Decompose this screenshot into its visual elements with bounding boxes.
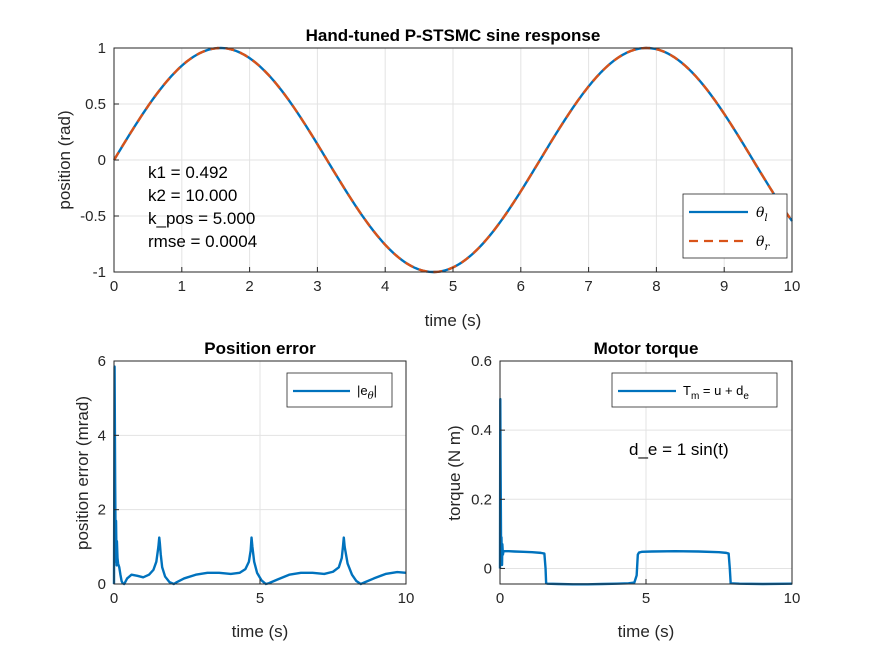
y-tick-label: 0.6 [471,353,492,370]
x-tick-label: 2 [245,278,253,295]
legend-label-torque: Tm = u + de [683,383,749,402]
response-legend-box [682,193,788,259]
y-tick-label: 0.4 [471,422,492,439]
y-tick-label: 0.2 [471,491,492,508]
x-tick-label: 4 [381,278,389,295]
x-tick-label: 6 [517,278,525,295]
legend-label-theta-l: θl [756,205,768,224]
x-tick-label: 3 [313,278,321,295]
error-ticks: 0 5 10 0 2 4 6 [98,353,415,607]
error-ylabel: position error (mrad) [73,396,92,550]
y-tick-label: 0 [484,560,492,577]
legend-label-error: |eθ| [357,383,377,402]
x-tick-label: 5 [256,590,264,607]
error-lines [112,365,407,586]
y-tick-label: 1 [98,40,106,57]
x-tick-label: 0 [110,278,118,295]
annotation-k1: k1 = 0.492 [148,163,228,182]
series-line-1-0 [112,365,407,586]
error-title: Position error [204,339,316,358]
gain-annotations: k1 = 0.492 k2 = 10.000 k_pos = 5.000 rms… [148,163,257,251]
response-ticks: 0 1 2 3 4 5 6 7 8 9 10 -1 -0.5 0 0.5 1 [80,40,800,295]
torque-xlabel: time (s) [618,622,675,641]
annotation-k2: k2 = 10.000 [148,186,237,205]
response-legend: θl θr [682,193,788,259]
annotation-kpos: k_pos = 5.000 [148,209,255,228]
y-tick-label: 0 [98,576,106,593]
x-tick-label: 0 [496,590,504,607]
y-tick-label: -1 [93,264,106,281]
x-tick-label: 8 [652,278,660,295]
y-tick-label: -0.5 [80,208,106,225]
x-tick-label: 10 [398,590,415,607]
torque-ylabel: torque (N m) [445,425,464,520]
torque-ticks: 0 5 10 0 0.2 0.4 0.6 [471,353,800,607]
response-title: Hand-tuned P-STSMC sine response [306,26,601,45]
x-tick-label: 5 [449,278,457,295]
x-tick-label: 9 [720,278,728,295]
y-tick-label: 0 [98,152,106,169]
y-tick-label: 4 [98,427,106,444]
x-tick-label: 10 [784,590,801,607]
x-tick-label: 10 [784,278,801,295]
torque-panel: 0 5 10 0 0.2 0.4 0.6 Motor torque time (s) tor… [445,339,800,641]
error-legend: |eθ| [286,372,393,408]
response-ylabel: position (rad) [55,110,74,209]
y-tick-label: 6 [98,353,106,370]
error-xlabel: time (s) [232,622,289,641]
annotation-rmse: rmse = 0.0004 [148,232,257,251]
y-tick-label: 2 [98,502,106,519]
x-tick-label: 1 [178,278,186,295]
legend-label-theta-r: θr [756,234,770,253]
x-tick-label: 5 [642,590,650,607]
error-panel: 0 5 10 0 2 4 6 Position error time (s) positio… [73,339,414,641]
x-tick-label: 0 [110,590,118,607]
torque-title: Motor torque [594,339,699,358]
y-tick-label: 0.5 [85,96,106,113]
disturbance-annotation: d_e = 1 sin(t) [629,440,729,459]
response-panel: 0 1 2 3 4 5 6 7 8 9 10 -1 -0.5 0 0.5 1 Hand-tuned P-STS… [55,26,800,330]
x-tick-label: 7 [584,278,592,295]
torque-legend: Tm = u + de [611,372,778,408]
response-xlabel: time (s) [425,311,482,330]
